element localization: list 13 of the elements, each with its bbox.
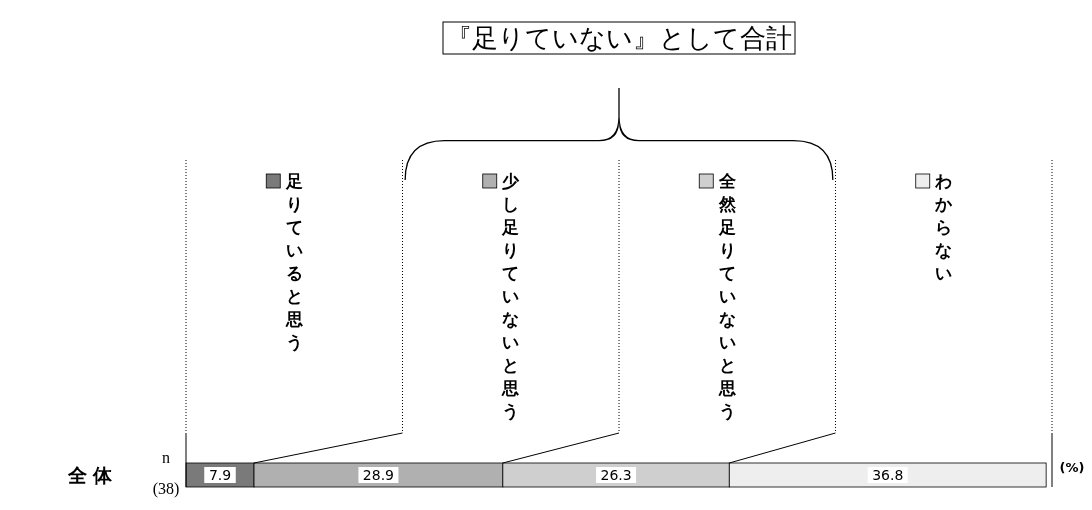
text: 『足りていない』として合計 [446,23,792,53]
data-label: 7.9 [208,467,232,483]
text: 全然足りていないと思う [718,171,736,421]
data-label: 26.3 [600,467,632,483]
legend-label: わからない [934,170,953,285]
data-label: 28.9 [362,467,395,483]
text: (%) [1059,460,1085,475]
legend-label: 足りていると思う [285,170,304,354]
text: (38) [152,480,180,498]
text: n [162,449,170,466]
y-tick-label: 全 体 [66,464,114,486]
data-label: 36.8 [872,467,904,483]
text: 少し足りていないと思う [502,171,520,421]
